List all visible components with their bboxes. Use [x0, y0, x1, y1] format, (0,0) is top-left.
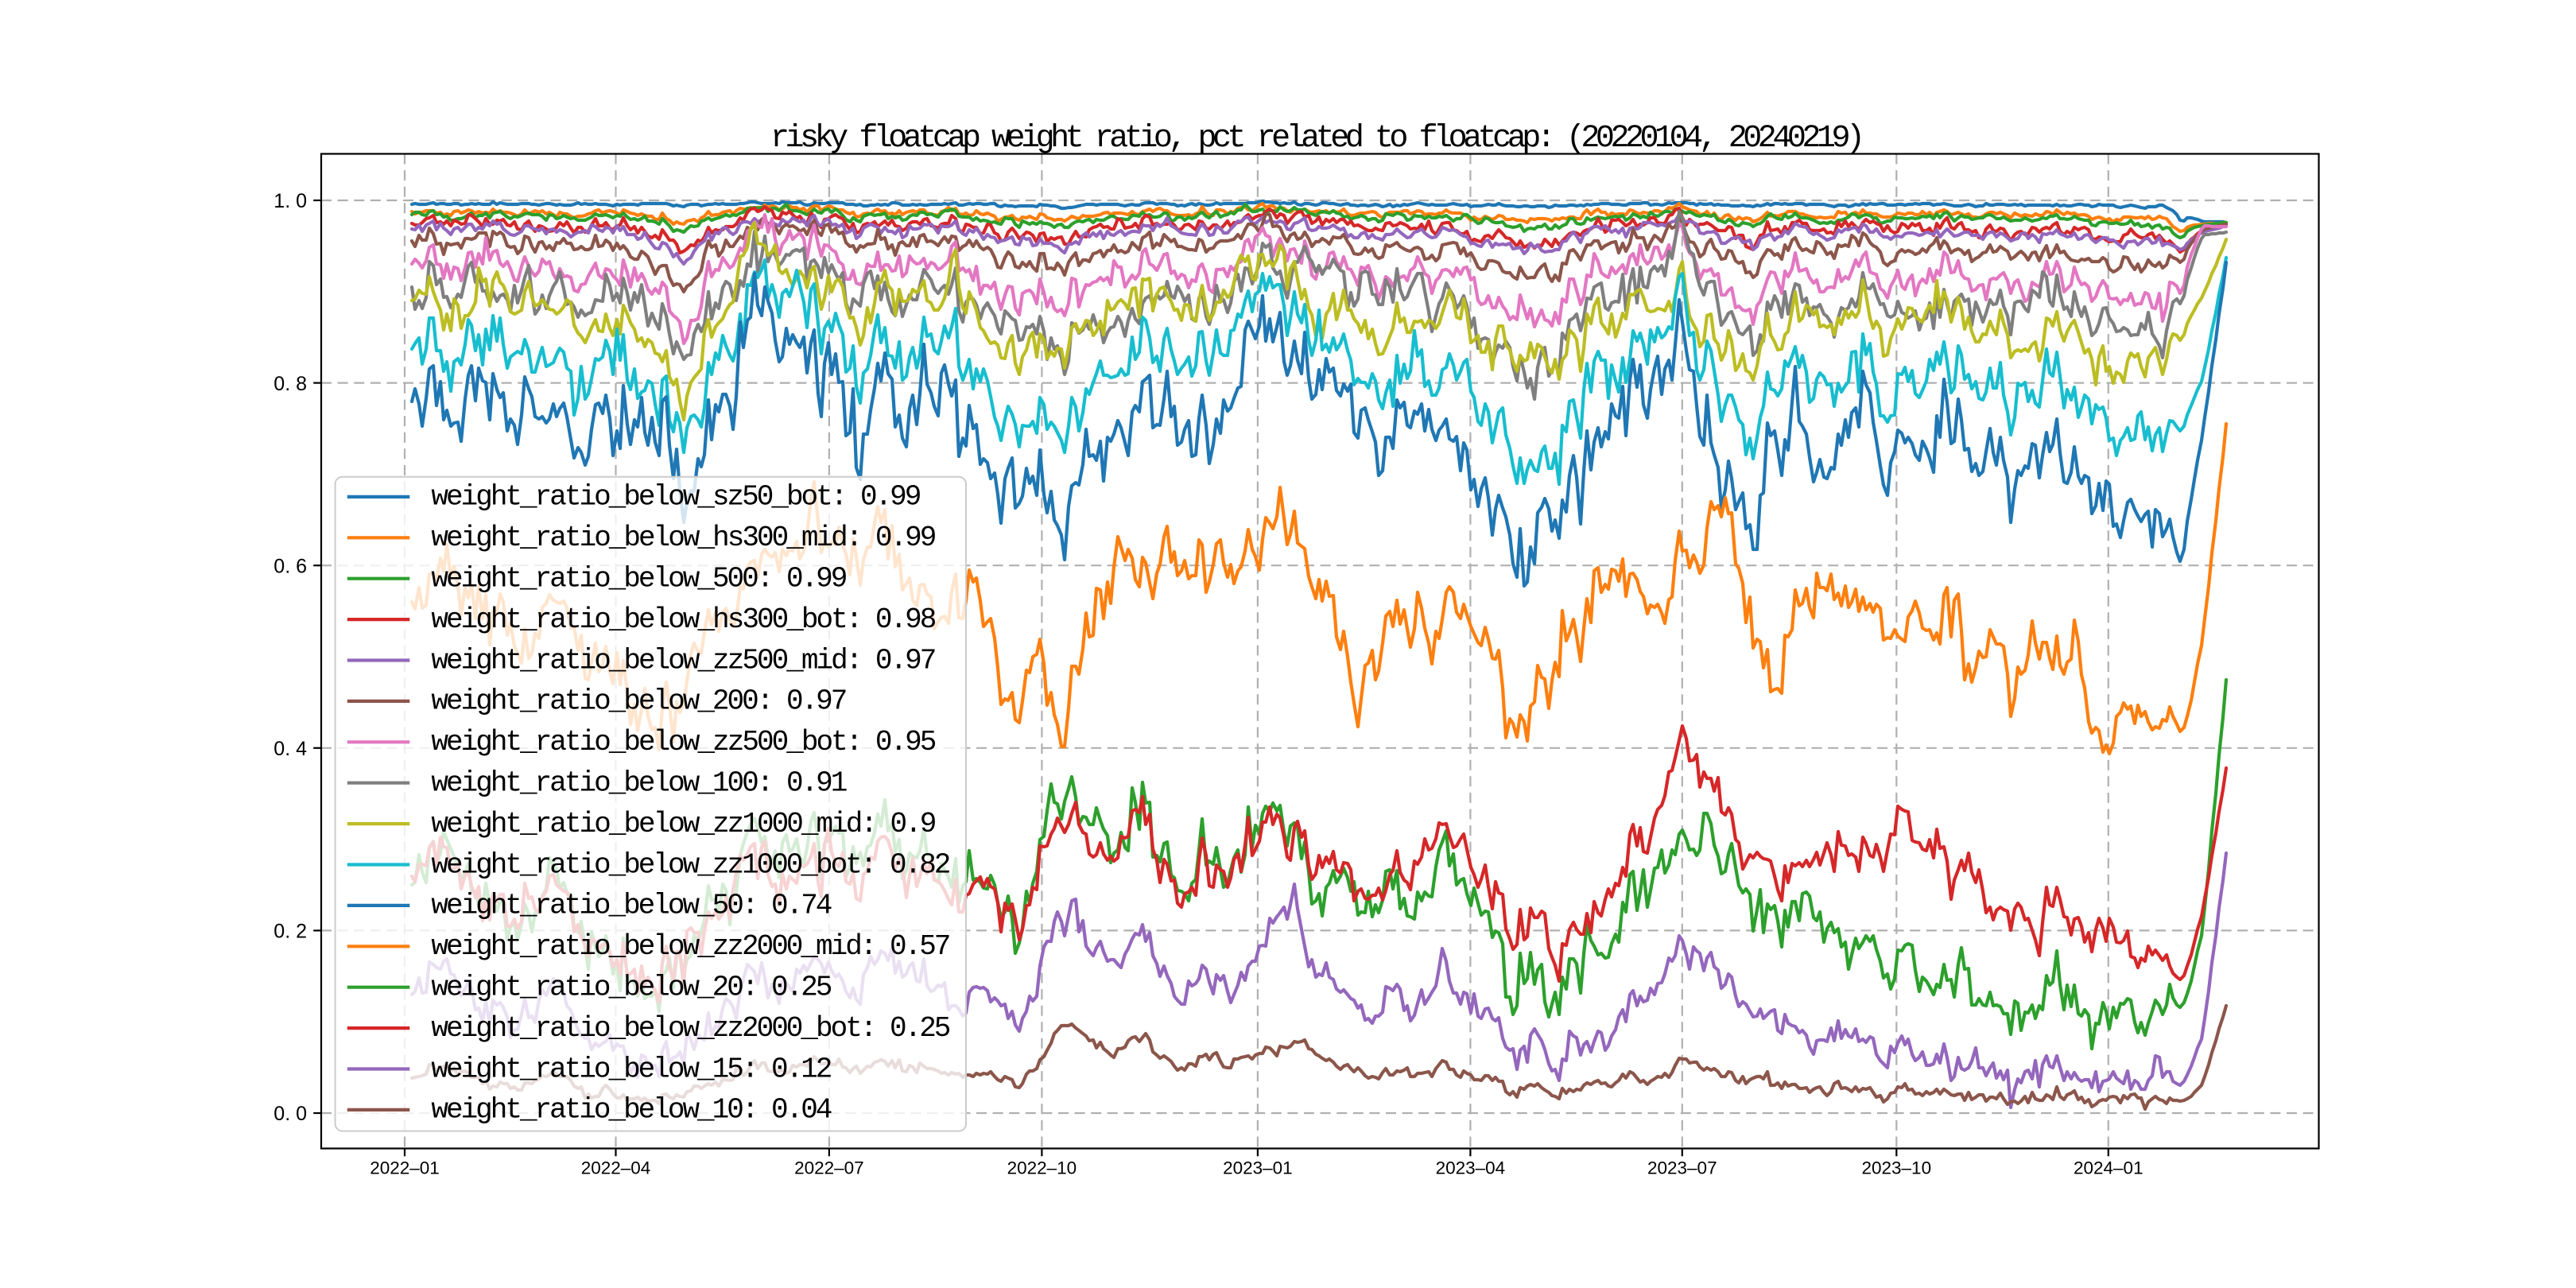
svg-text:weight_ratio_below_sz50_bot: 0: weight_ratio_below_sz50_bot: 0.99: [431, 481, 921, 514]
svg-text:0. 0: 0. 0: [274, 1103, 307, 1125]
svg-text:weight_ratio_below_zz2000_mid:: weight_ratio_below_zz2000_mid: 0.57: [431, 930, 951, 963]
svg-text:2022–07: 2022–07: [794, 1158, 864, 1178]
svg-text:risky floatcap weight ratio, p: risky floatcap weight ratio, pct related…: [770, 121, 1865, 157]
svg-text:0. 8: 0. 8: [274, 373, 307, 395]
svg-text:weight_ratio_below_20: 0.25: weight_ratio_below_20: 0.25: [431, 972, 832, 1004]
svg-text:2023–07: 2023–07: [1647, 1158, 1717, 1178]
svg-text:0. 2: 0. 2: [274, 921, 307, 943]
svg-text:0. 6: 0. 6: [274, 555, 307, 577]
svg-text:weight_ratio_below_10: 0.04: weight_ratio_below_10: 0.04: [431, 1094, 832, 1127]
svg-text:2022–04: 2022–04: [581, 1158, 651, 1178]
svg-text:weight_ratio_below_200: 0.97: weight_ratio_below_200: 0.97: [431, 685, 848, 718]
svg-text:weight_ratio_below_zz1000_mid:: weight_ratio_below_zz1000_mid: 0.9: [431, 808, 937, 840]
svg-text:weight_ratio_below_zz2000_bot:: weight_ratio_below_zz2000_bot: 0.25: [431, 1012, 951, 1045]
svg-text:1. 0: 1. 0: [274, 190, 307, 212]
svg-text:2023–01: 2023–01: [1223, 1158, 1293, 1178]
svg-text:weight_ratio_below_hs300_mid:: weight_ratio_below_hs300_mid: 0.99: [431, 522, 937, 554]
svg-text:weight_ratio_below_hs300_bot:: weight_ratio_below_hs300_bot: 0.98: [431, 603, 937, 636]
svg-text:2023–04: 2023–04: [1436, 1158, 1506, 1178]
svg-text:weight_ratio_below_zz500_bot:: weight_ratio_below_zz500_bot: 0.95: [431, 726, 937, 758]
svg-text:weight_ratio_below_15: 0.12: weight_ratio_below_15: 0.12: [431, 1053, 832, 1085]
svg-text:weight_ratio_below_50: 0.74: weight_ratio_below_50: 0.74: [431, 890, 832, 922]
svg-text:weight_ratio_below_100: 0.91: weight_ratio_below_100: 0.91: [431, 767, 848, 800]
svg-text:0. 4: 0. 4: [274, 738, 307, 760]
svg-text:2023–10: 2023–10: [1861, 1158, 1931, 1178]
svg-text:weight_ratio_below_zz500_mid:: weight_ratio_below_zz500_mid: 0.97: [431, 644, 937, 677]
svg-text:weight_ratio_below_500: 0.99: weight_ratio_below_500: 0.99: [431, 563, 848, 596]
svg-text:weight_ratio_below_zz1000_bot:: weight_ratio_below_zz1000_bot: 0.82: [431, 848, 951, 881]
svg-text:2022–01: 2022–01: [370, 1158, 440, 1178]
svg-text:2024–01: 2024–01: [2074, 1158, 2143, 1178]
svg-text:2022–10: 2022–10: [1007, 1158, 1077, 1178]
